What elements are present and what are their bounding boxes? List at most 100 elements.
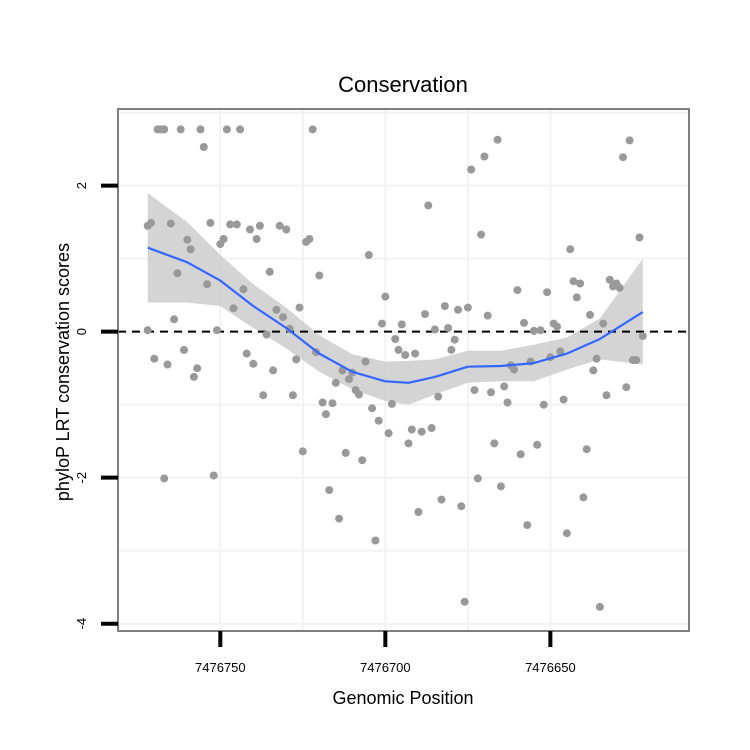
data-point [589,366,598,375]
data-point [582,445,591,454]
data-point [480,152,489,161]
data-point [635,233,644,242]
data-point [368,404,377,413]
x-axis-label: Genomic Position [332,688,473,708]
data-point [275,221,284,230]
data-point [308,125,317,134]
data-point [166,219,175,228]
data-point [150,354,159,363]
x-axis: 7476750 7476700 7476650 [195,631,576,675]
data-point [282,225,291,234]
data-point [371,536,380,545]
data-point [331,378,340,387]
data-point [242,349,251,358]
chart-title: Conservation [338,72,468,97]
data-point [414,508,423,516]
data-point [605,275,614,284]
data-point [186,245,195,254]
data-point [318,398,327,407]
data-point [447,345,456,354]
data-point [595,602,604,611]
data-point [421,310,429,319]
data-point [487,388,495,397]
data-point [510,365,519,374]
data-point [586,310,594,319]
data-point [219,235,228,243]
data-point [457,502,466,511]
data-point [437,495,446,504]
confidence-band [147,193,643,405]
data-point [576,279,585,288]
data-point [170,315,179,324]
data-point [500,382,509,391]
data-point [407,425,416,434]
data-point [503,398,512,407]
data-point [444,324,453,332]
data-point [493,135,502,144]
data-point [384,429,393,438]
data-point [496,482,505,491]
data-point [321,410,330,419]
data-point [298,447,307,456]
data-point [292,355,301,364]
data-point [638,332,647,341]
y-axis: -4 -2 0 2 [74,182,118,629]
data-point [160,474,169,483]
data-point [411,349,420,358]
data-point [559,395,568,404]
data-point [262,330,271,339]
data-point [315,271,324,280]
data-point [477,230,486,239]
data-point [430,325,439,334]
data-point [358,456,367,465]
data-point [454,305,462,314]
x-tick-label: 7476700 [360,660,411,675]
data-point [173,269,182,278]
y-tick-label: 2 [74,182,89,189]
data-point [513,286,522,295]
data-point [391,335,400,343]
data-point [279,313,287,322]
data-point [473,474,482,483]
data-point [566,245,575,254]
data-point [404,439,413,448]
data-point [622,383,631,392]
data-point [619,153,627,162]
data-point [401,351,410,359]
data-point [272,305,281,314]
data-point [520,318,528,327]
data-point [252,235,261,243]
confidence-band-layer [147,193,643,405]
data-point [246,225,254,234]
data-point [193,364,202,373]
smooth-line [147,246,644,384]
data-point [143,326,152,335]
data-point [470,386,479,395]
data-point [226,220,235,229]
data-point [529,326,538,335]
data-point [424,201,433,210]
data-point [397,320,406,329]
data-point [232,220,241,229]
data-point [381,292,390,301]
y-axis-label: phyloP LRT conservation scores [53,243,73,501]
data-point [236,125,245,134]
data-point [572,293,581,302]
y-tick-label: -2 [74,472,89,484]
data-point [213,326,221,335]
data-point [602,391,611,400]
data-point [305,235,314,243]
data-point [196,125,205,134]
data-point [569,277,578,286]
data-point [387,399,396,408]
data-point [209,471,218,480]
data-point [592,354,601,363]
data-point [539,400,548,409]
y-tick-label: 0 [74,328,89,335]
data-point [417,427,426,436]
data-point [176,125,185,134]
data-point [562,529,571,538]
data-point [354,390,363,399]
data-point [533,440,542,449]
data-point [160,125,169,134]
